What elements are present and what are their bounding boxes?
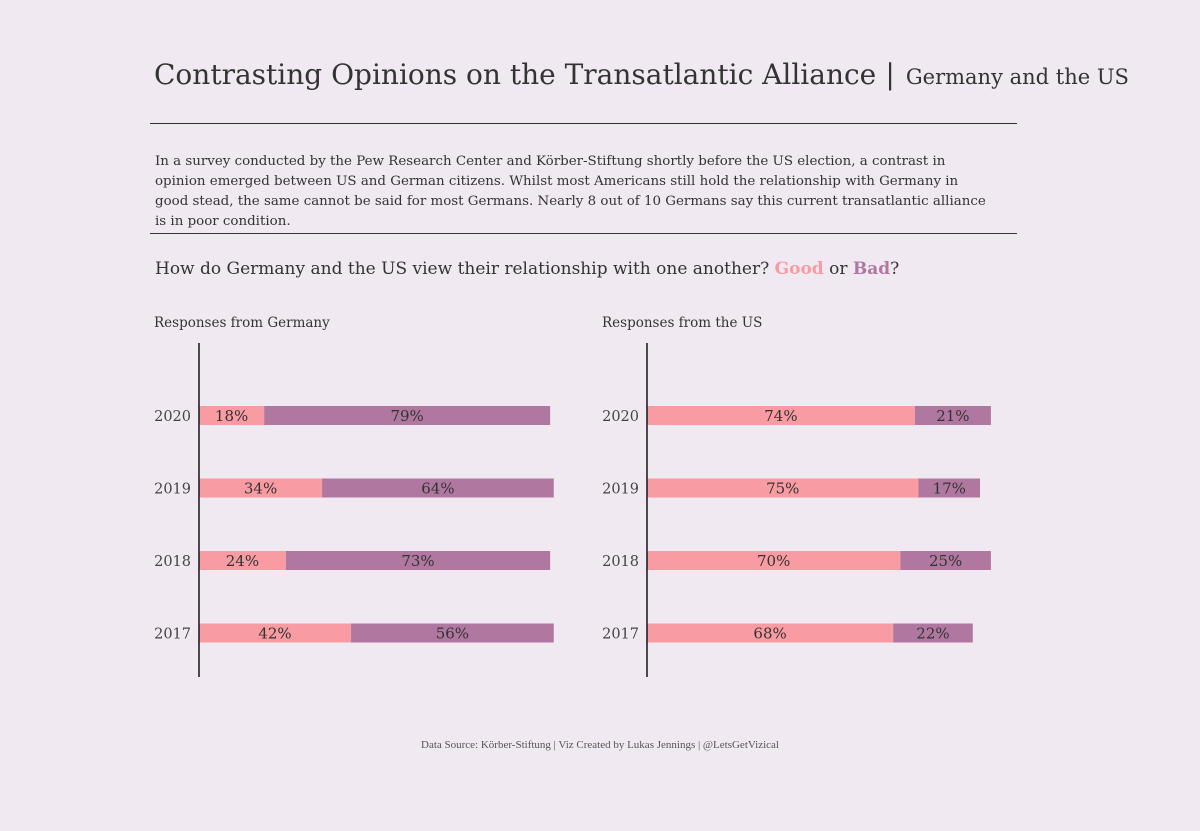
us-tick-2020: 2020 <box>602 409 639 425</box>
germany-bar-bad-2020 <box>264 406 551 425</box>
us-label-good-2017: 68% <box>753 625 786 643</box>
us-label-bad-2017: 22% <box>916 625 949 643</box>
us-bar-bad-2019 <box>918 478 981 498</box>
germany-tick-2020: 2020 <box>154 409 191 425</box>
germany-bar-good-2019 <box>199 478 323 498</box>
germany-bar-bad-2019 <box>322 478 554 498</box>
title-subtitle: Germany and the US <box>905 65 1129 89</box>
us-bar-bad-2017 <box>893 623 973 643</box>
panel-title-germany: Responses from Germany <box>154 315 330 331</box>
germany-bar-good-2017 <box>199 623 352 643</box>
germany-label-good-2019: 34% <box>244 480 277 498</box>
question-prefix: How do Germany and the US view their rel… <box>155 259 775 279</box>
us-label-good-2020: 74% <box>764 407 797 425</box>
germany-label-bad-2019: 64% <box>421 480 454 498</box>
bottom-divider <box>150 233 1017 234</box>
footer-credits: Data Source: Körber-Stiftung | Viz Creat… <box>421 739 779 751</box>
us-label-bad-2020: 21% <box>936 407 969 425</box>
us-label-bad-2018: 25% <box>929 552 962 570</box>
us-bar-bad-2020 <box>914 406 991 425</box>
germany-label-bad-2018: 73% <box>401 552 434 570</box>
us-bar-bad-2018 <box>900 551 991 570</box>
us-bar-good-2019 <box>647 478 919 498</box>
germany-bar-bad-2018 <box>285 551 551 570</box>
chart-question: How do Germany and the US view their rel… <box>155 259 899 279</box>
legend-bad: Bad <box>852 259 891 279</box>
title-separator: | <box>885 58 895 91</box>
germany-label-good-2018: 24% <box>226 552 259 570</box>
germany-tick-2019: 2019 <box>154 482 191 498</box>
us-label-good-2019: 75% <box>766 480 799 498</box>
us-label-good-2018: 70% <box>757 552 790 570</box>
germany-label-good-2020: 18% <box>215 407 248 425</box>
germany-label-bad-2017: 56% <box>436 625 469 643</box>
germany-label-good-2017: 42% <box>258 625 291 643</box>
germany-bar-good-2020 <box>199 406 265 425</box>
panel-title-us: Responses from the US <box>602 315 763 331</box>
us-tick-2018: 2018 <box>602 554 639 570</box>
question-or: or <box>823 259 853 279</box>
germany-tick-2018: 2018 <box>154 554 191 570</box>
top-divider <box>150 123 1017 124</box>
germany-label-bad-2020: 79% <box>390 407 423 425</box>
germany-bar-bad-2017 <box>351 623 554 643</box>
us-label-bad-2019: 17% <box>933 480 966 498</box>
us-bar-good-2020 <box>647 406 915 425</box>
germany-bar-good-2018 <box>199 551 286 570</box>
germany-tick-2017: 2017 <box>154 627 191 643</box>
title-main: Contrasting Opinions on the Transatlanti… <box>154 58 877 91</box>
us-bar-good-2018 <box>647 551 901 570</box>
page-title: Contrasting Opinions on the Transatlanti… <box>154 58 1129 91</box>
question-suffix: ? <box>890 259 900 279</box>
us-bar-good-2017 <box>647 623 894 643</box>
intro-paragraph: In a survey conducted by the Pew Researc… <box>155 154 986 229</box>
legend-good: Good <box>774 259 824 279</box>
us-tick-2019: 2019 <box>602 482 639 498</box>
us-tick-2017: 2017 <box>602 627 639 643</box>
